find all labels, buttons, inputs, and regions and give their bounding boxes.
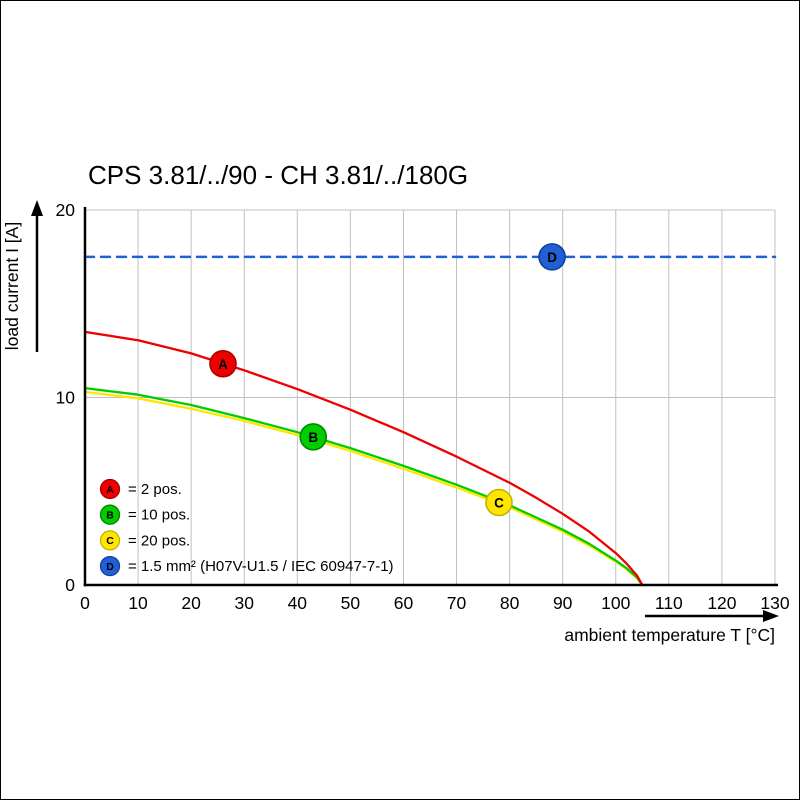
grid-layer xyxy=(84,209,776,585)
x-tick-label: 110 xyxy=(655,593,683,613)
legend-label-D: = 1.5 mm² (H07V-U1.5 / IEC 60947-7-1) xyxy=(128,558,394,575)
x-tick-label: 10 xyxy=(128,593,148,613)
marker-B xyxy=(299,423,328,451)
x-tick-label: 40 xyxy=(288,593,308,613)
x-tick-label: 100 xyxy=(601,593,630,613)
y-axis-label: load current I [A] xyxy=(2,222,22,350)
legend-layer: A = 2 pos. B = 10 pos. C = 20 pos. D = 1.5 mm² … xyxy=(99,478,394,577)
curve-B xyxy=(83,386,644,587)
legend-label-A: = 2 pos. xyxy=(128,481,182,498)
x-tick-label: 30 xyxy=(234,593,254,613)
y-axis-annotation: load current I [A] xyxy=(2,200,43,352)
legend-letter-B: B xyxy=(106,510,114,522)
marker-A xyxy=(209,349,237,378)
y-axis-arrowhead-icon xyxy=(31,200,43,216)
legend-marker-D xyxy=(99,555,121,577)
legend-letter-A: A xyxy=(106,484,114,496)
x-tick-label: 90 xyxy=(553,593,573,613)
y-tick-label: 0 xyxy=(65,575,75,595)
x-tick-label: 80 xyxy=(500,593,520,613)
marker-D xyxy=(538,243,566,271)
marker-C xyxy=(485,488,513,517)
marker-layer: A B C D xyxy=(209,243,566,517)
x-axis-annotation: ambient temperature T [°C] xyxy=(564,610,779,645)
y-tick-label: 10 xyxy=(56,388,76,408)
marker-letter-C: C xyxy=(494,496,504,511)
marker-letter-A: A xyxy=(218,357,228,372)
x-tick-label: 70 xyxy=(447,593,467,613)
legend-label-C: = 20 pos. xyxy=(128,532,190,549)
x-tick-label: 0 xyxy=(80,593,90,613)
chart-title: CPS 3.81/../90 - CH 3.81/../180G xyxy=(88,160,468,190)
legend-marker-C xyxy=(99,530,121,551)
legend-marker-B xyxy=(99,504,121,525)
x-tick-label: 20 xyxy=(181,593,201,613)
legend-letter-C: C xyxy=(106,535,114,547)
legend-label-B: = 10 pos. xyxy=(128,507,190,524)
x-tick-labels: 0 10 20 30 40 50 60 70 80 90 100 110 120 130 xyxy=(80,593,790,613)
x-tick-label: 60 xyxy=(394,593,414,613)
legend-marker-A xyxy=(99,478,121,500)
y-tick-labels: 0 10 20 xyxy=(56,200,76,595)
x-tick-label: 130 xyxy=(760,593,789,613)
x-axis-label: ambient temperature T [°C] xyxy=(564,625,775,645)
x-tick-label: 120 xyxy=(707,593,736,613)
curve-layer xyxy=(83,255,777,587)
legend-letter-D: D xyxy=(106,561,114,573)
x-axis-arrowhead-icon xyxy=(763,610,779,622)
marker-letter-B: B xyxy=(308,430,318,445)
x-tick-label: 50 xyxy=(341,593,361,613)
marker-letter-D: D xyxy=(547,250,557,265)
axis-layer xyxy=(83,207,778,587)
y-tick-label: 20 xyxy=(56,200,76,220)
